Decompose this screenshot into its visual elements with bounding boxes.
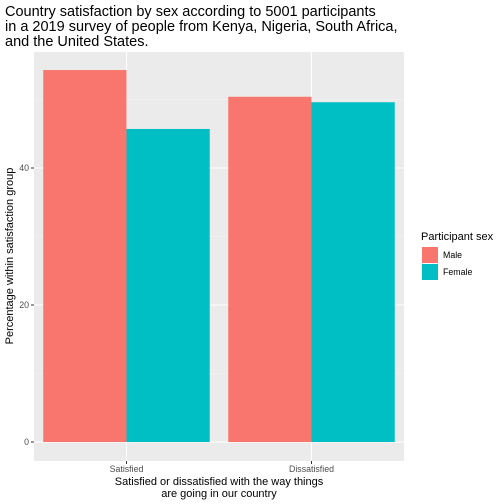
legend-label-female: Female	[443, 267, 472, 277]
bar-female-dissatisfied	[311, 102, 395, 443]
y-axis-title: Percentage within satisfaction group	[4, 168, 16, 345]
bars	[43, 70, 395, 443]
bar-male-dissatisfied	[228, 96, 312, 442]
x-axis: Satisfied Dissatisfied	[110, 461, 334, 474]
x-tick-label: Satisfied	[110, 464, 144, 474]
title-line: Country satisfaction by sex according to…	[5, 4, 376, 20]
bar-female-satisfied	[126, 128, 210, 442]
y-tick-label: 20	[19, 300, 29, 310]
chart-title: Country satisfaction by sex according to…	[5, 4, 398, 50]
x-axis-title: Satisfied or dissatisfied with the way t…	[115, 476, 324, 500]
title-line: in a 2019 survey of people from Kenya, N…	[5, 19, 398, 35]
y-tick-label: 40	[19, 163, 29, 173]
bar-male-satisfied	[43, 70, 127, 443]
x-tick-label: Dissatisfied	[289, 464, 334, 474]
legend-key-female	[422, 264, 438, 280]
y-axis: 0 20 40	[19, 163, 34, 447]
x-axis-title-line: Satisfied or dissatisfied with the way t…	[115, 476, 324, 488]
x-axis-title-line: are going in our country	[161, 488, 277, 500]
y-tick-label: 0	[24, 437, 29, 447]
legend-title: Participant sex	[421, 231, 494, 243]
legend-key-male	[422, 247, 438, 263]
legend-label-male: Male	[443, 250, 462, 260]
legend: Participant sex Male Female	[421, 231, 494, 280]
title-line: and the United States.	[5, 34, 149, 50]
